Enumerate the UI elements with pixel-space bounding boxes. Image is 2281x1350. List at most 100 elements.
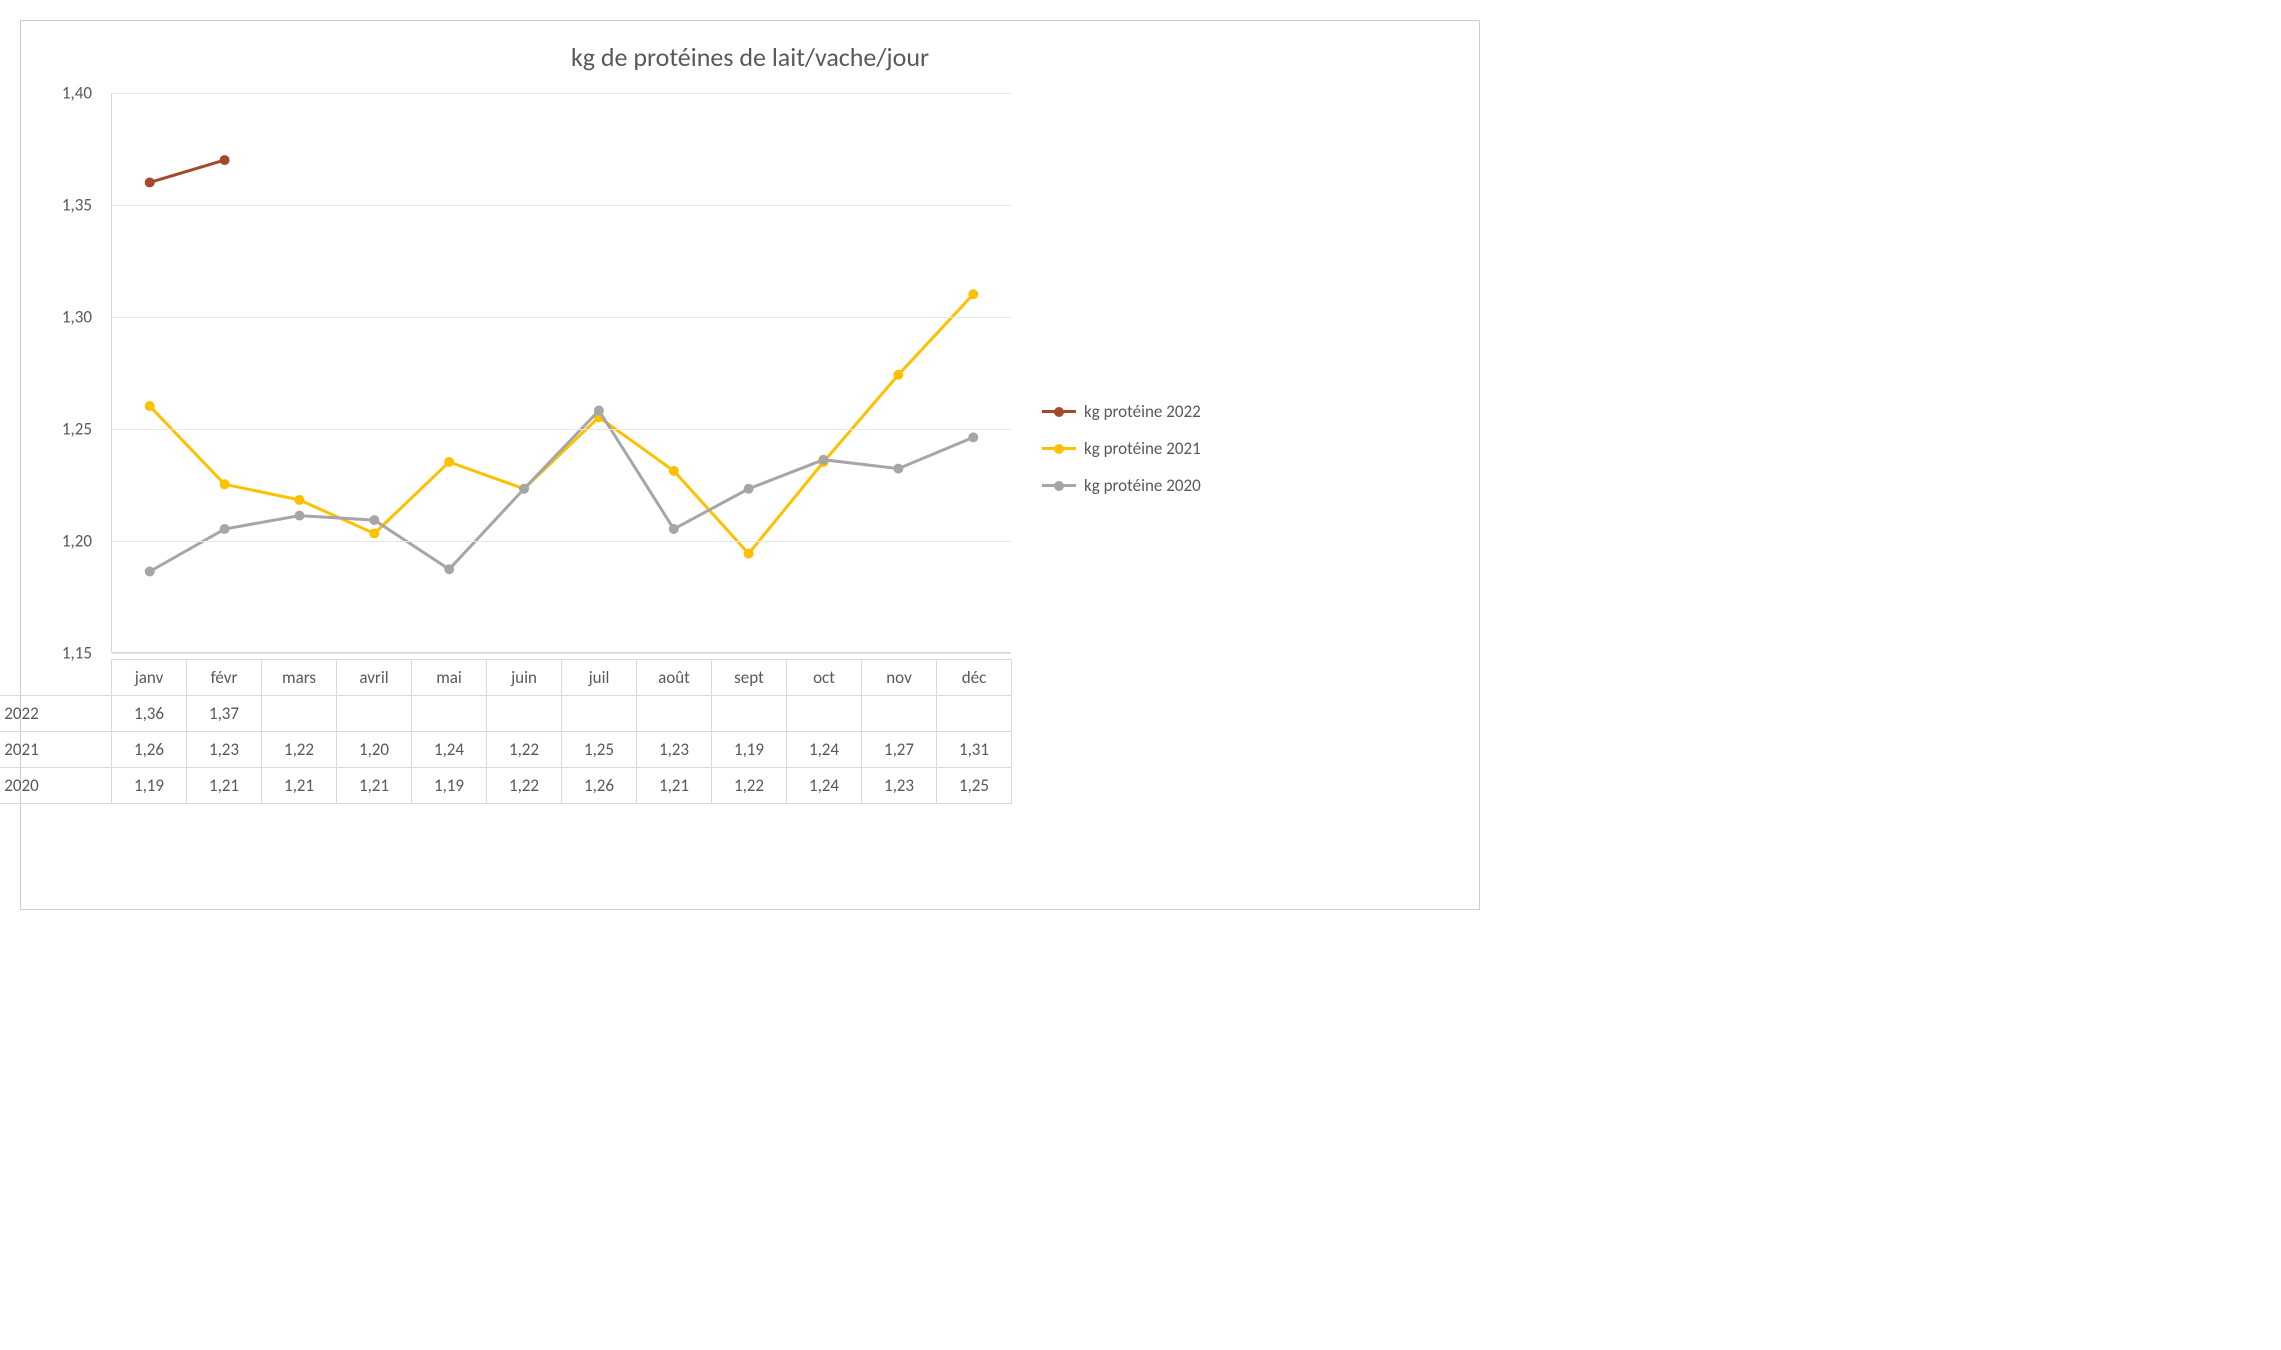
table-cell xyxy=(937,696,1012,732)
table-cell: 1,26 xyxy=(562,768,637,804)
row-label: kg protéine 2021 xyxy=(0,739,39,760)
table-row: kg protéine 20201,191,211,211,211,191,22… xyxy=(0,768,1012,804)
gridline xyxy=(112,93,1011,94)
table-cell: 1,25 xyxy=(937,768,1012,804)
gridline xyxy=(112,317,1011,318)
table-cell: 1,22 xyxy=(712,768,787,804)
table-cell: 1,19 xyxy=(112,768,187,804)
gridline xyxy=(112,205,1011,206)
table-row: kg protéine 20211,261,231,221,201,241,22… xyxy=(0,732,1012,768)
table-cell: 1,21 xyxy=(262,768,337,804)
series-line xyxy=(150,294,974,553)
table-cell: 1,37 xyxy=(187,696,262,732)
series-marker xyxy=(220,479,230,489)
legend-label: kg protéine 2021 xyxy=(1084,438,1201,459)
table-col-header: avril xyxy=(337,660,412,696)
table-cell: 1,24 xyxy=(787,732,862,768)
table-cell: 1,23 xyxy=(187,732,262,768)
table-cell: 1,27 xyxy=(862,732,937,768)
table-col-header: mai xyxy=(412,660,487,696)
legend-item: kg protéine 2021 xyxy=(1042,438,1201,459)
table-cell: 1,21 xyxy=(637,768,712,804)
series-marker xyxy=(294,495,304,505)
table-cell xyxy=(337,696,412,732)
table-col-header: févr xyxy=(187,660,262,696)
table-cell xyxy=(262,696,337,732)
legend-item: kg protéine 2022 xyxy=(1042,401,1201,422)
series-marker xyxy=(145,567,155,577)
legend-label: kg protéine 2020 xyxy=(1084,475,1201,496)
table-cell: 1,25 xyxy=(562,732,637,768)
series-marker xyxy=(669,524,679,534)
table-col-header: août xyxy=(637,660,712,696)
y-tick-label: 1,40 xyxy=(62,83,92,104)
series-marker xyxy=(519,484,529,494)
table-cell: 1,26 xyxy=(112,732,187,768)
table-cell xyxy=(862,696,937,732)
table-cell: 1,22 xyxy=(487,768,562,804)
plot-wrap: 1,151,201,251,301,351,40 janvfévrmarsavr… xyxy=(31,93,1012,804)
series-marker xyxy=(369,529,379,539)
table-cell: 1,19 xyxy=(412,768,487,804)
series-marker xyxy=(220,524,230,534)
table-col-header: juin xyxy=(487,660,562,696)
table-cell: 1,36 xyxy=(112,696,187,732)
chart-title: kg de protéines de lait/vache/jour xyxy=(31,41,1469,73)
chart-container: kg de protéines de lait/vache/jour 1,151… xyxy=(20,20,1480,910)
gridline xyxy=(112,541,1011,542)
legend: kg protéine 2022 kg protéine 2021 kg proté… xyxy=(1042,93,1201,804)
series-marker xyxy=(968,289,978,299)
table-row-head: kg protéine 2022 xyxy=(0,696,112,732)
table-cell xyxy=(787,696,862,732)
table-col-header: déc xyxy=(937,660,1012,696)
table-col-header: oct xyxy=(787,660,862,696)
series-marker xyxy=(220,155,230,165)
table-cell: 1,19 xyxy=(712,732,787,768)
legend-swatch xyxy=(1042,405,1076,419)
y-axis: 1,151,201,251,301,351,40 xyxy=(32,93,102,652)
table-cell: 1,24 xyxy=(787,768,862,804)
table-cell: 1,21 xyxy=(187,768,262,804)
table-cell: 1,22 xyxy=(262,732,337,768)
series-marker xyxy=(893,464,903,474)
series-marker xyxy=(968,432,978,442)
y-tick-label: 1,30 xyxy=(62,307,92,328)
series-marker xyxy=(669,466,679,476)
table-cell xyxy=(487,696,562,732)
series-line xyxy=(150,160,225,182)
gridline xyxy=(112,429,1011,430)
series-line xyxy=(150,411,974,572)
plot-area: 1,151,201,251,301,351,40 xyxy=(111,93,1011,653)
series-marker xyxy=(744,549,754,559)
table-cell xyxy=(712,696,787,732)
legend-item: kg protéine 2020 xyxy=(1042,475,1201,496)
table-col-header: janv xyxy=(112,660,187,696)
table-cell: 1,31 xyxy=(937,732,1012,768)
series-marker xyxy=(444,564,454,574)
table-cell: 1,23 xyxy=(862,768,937,804)
table-cell: 1,24 xyxy=(412,732,487,768)
legend-swatch xyxy=(1042,442,1076,456)
row-label: kg protéine 2022 xyxy=(0,703,39,724)
chart-lines xyxy=(112,93,1011,652)
series-marker xyxy=(444,457,454,467)
table-corner xyxy=(0,660,112,696)
series-marker xyxy=(294,511,304,521)
table-col-header: juil xyxy=(562,660,637,696)
table-row: kg protéine 2022 1,361,37 xyxy=(0,696,1012,732)
table-cell xyxy=(637,696,712,732)
legend-swatch xyxy=(1042,479,1076,493)
table-col-header: nov xyxy=(862,660,937,696)
series-marker xyxy=(594,406,604,416)
table-cell: 1,23 xyxy=(637,732,712,768)
series-marker xyxy=(744,484,754,494)
table-row-head: kg protéine 2020 xyxy=(0,768,112,804)
y-tick-label: 1,35 xyxy=(62,195,92,216)
table-row-head: kg protéine 2021 xyxy=(0,732,112,768)
table-cell xyxy=(562,696,637,732)
table-cell: 1,22 xyxy=(487,732,562,768)
data-table: janvfévrmarsavrilmaijuinjuilaoûtseptoctn… xyxy=(0,659,1012,804)
row-label: kg protéine 2020 xyxy=(0,775,39,796)
series-marker xyxy=(893,370,903,380)
y-tick-label: 1,15 xyxy=(62,643,92,664)
